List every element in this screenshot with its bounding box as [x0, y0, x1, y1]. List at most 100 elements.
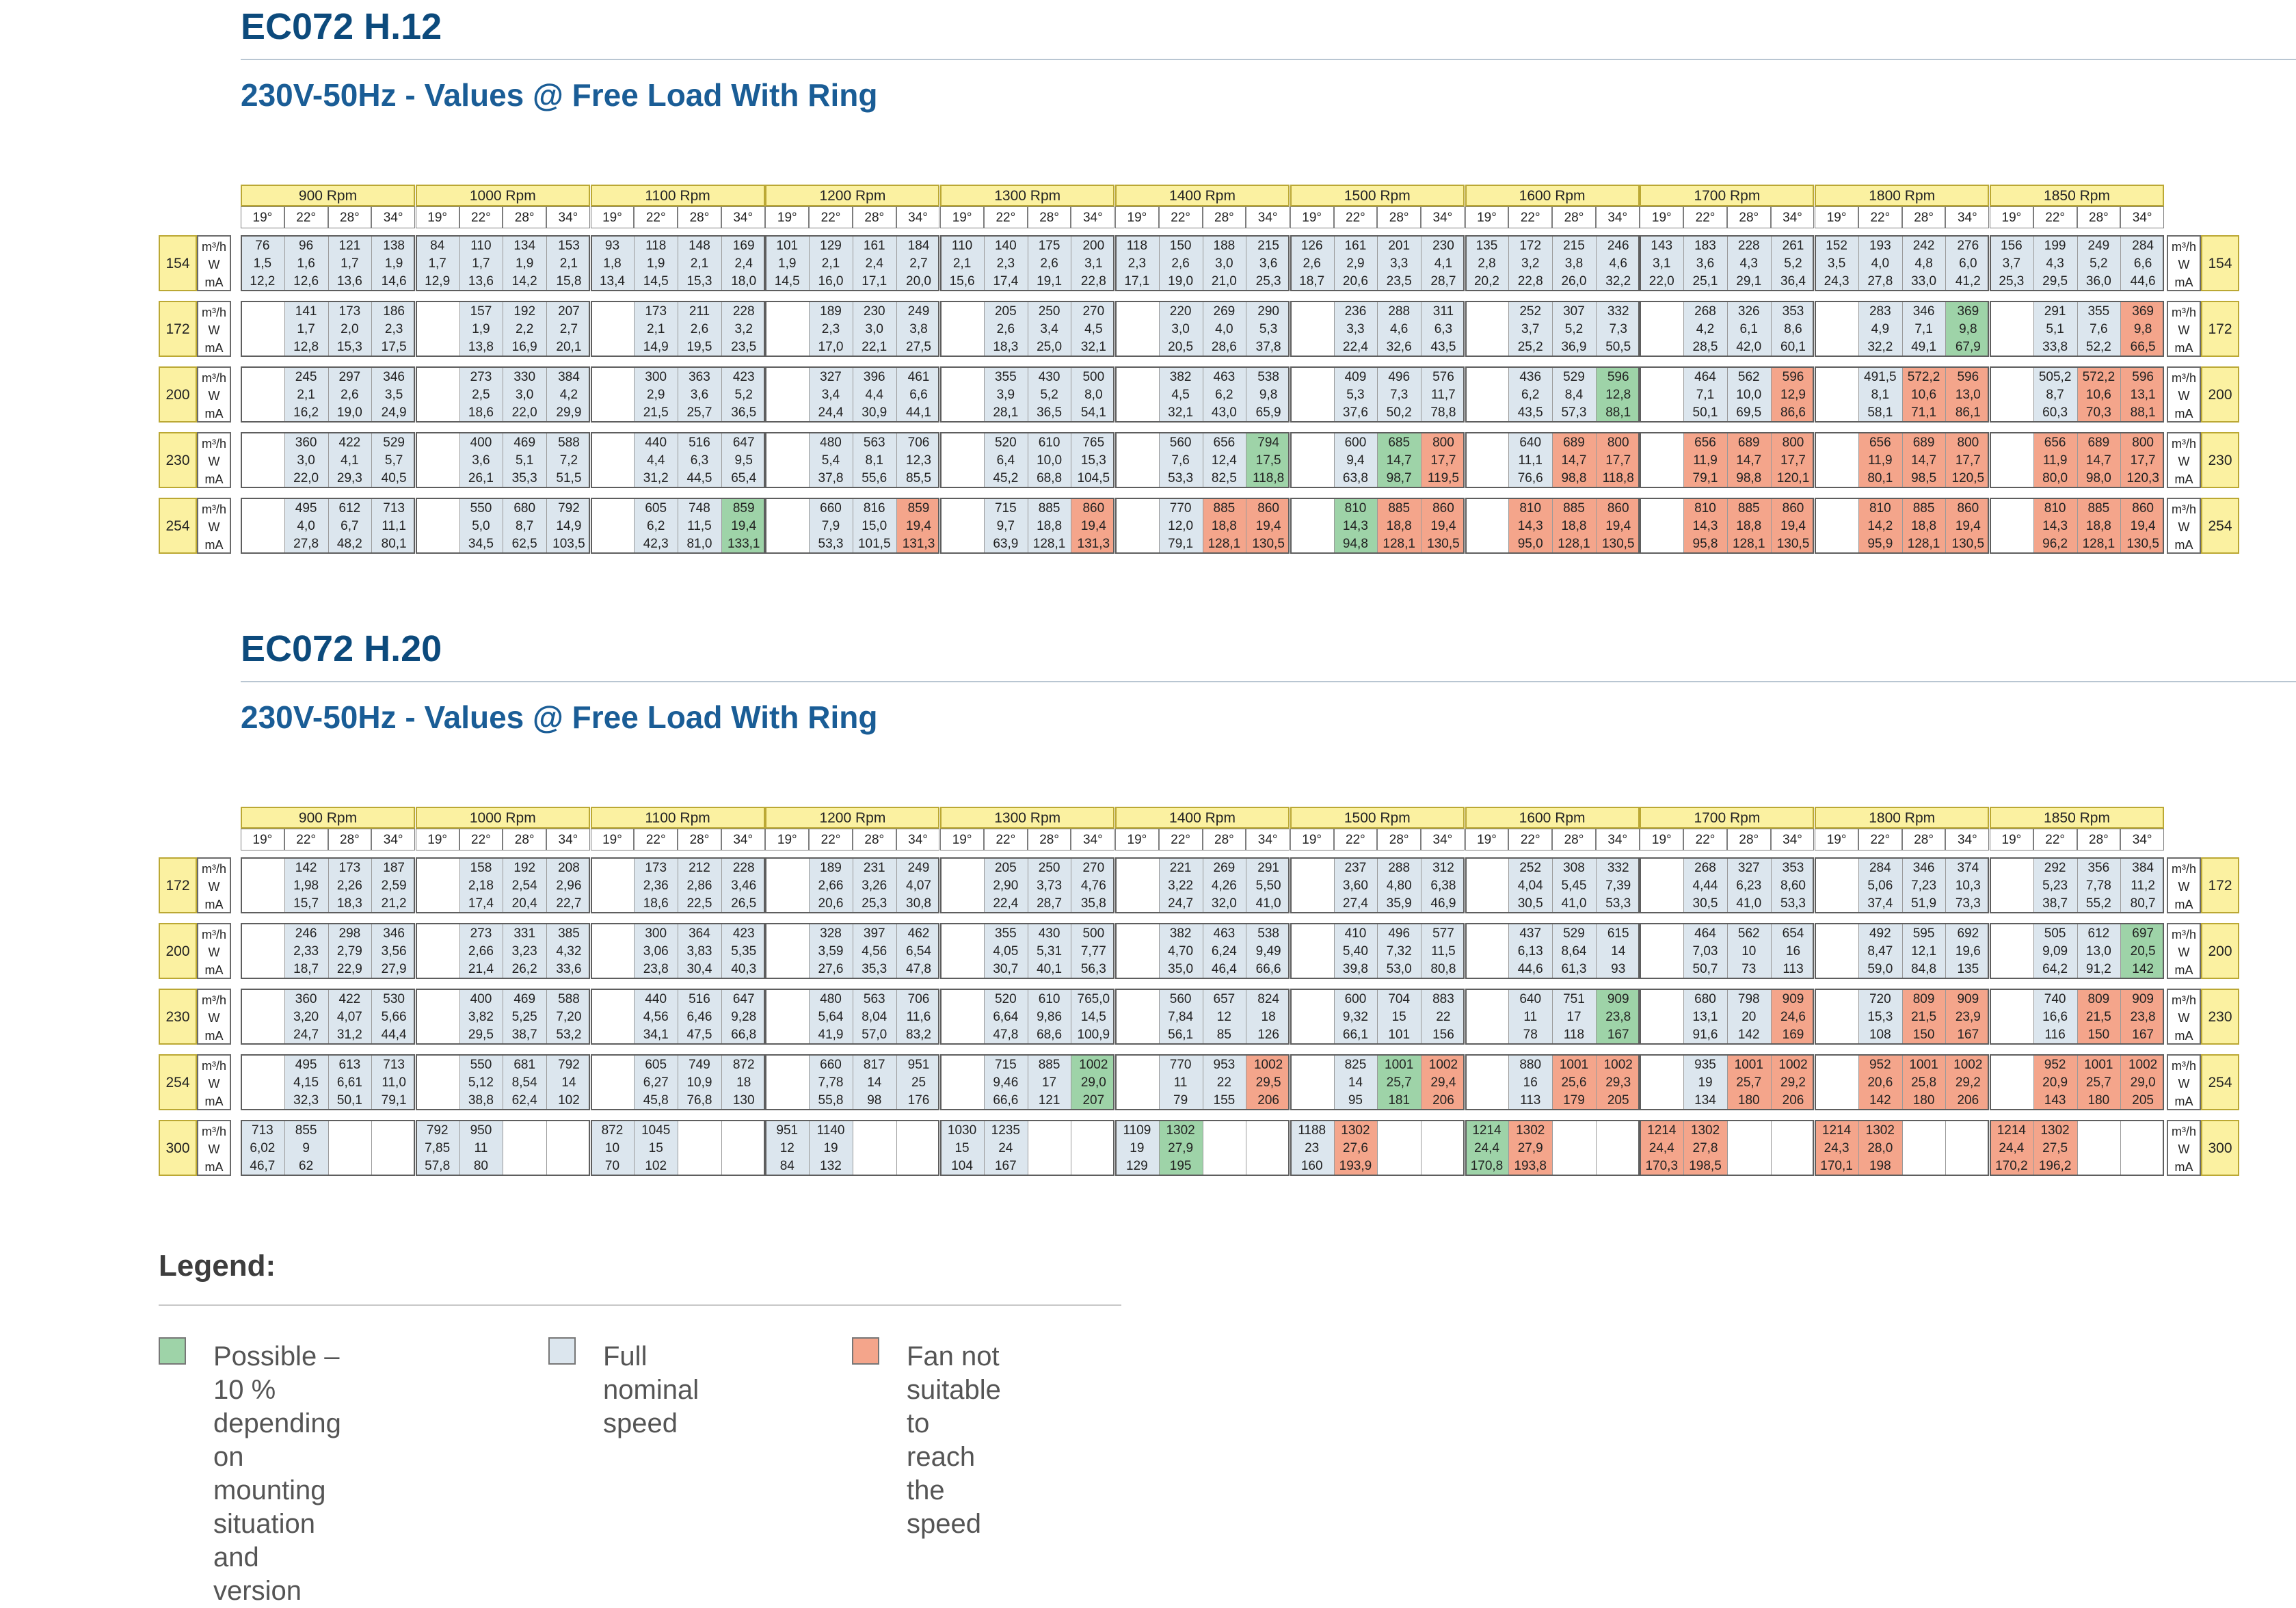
column-divider — [1158, 302, 1160, 356]
airflow-value: 268 — [1694, 861, 1716, 875]
data-cell: 572,2 10,6 70,3 — [2077, 368, 2121, 421]
empty-cell — [766, 990, 810, 1043]
data-group: 205 2,90 22,4 250 3,73 28,7 270 4,76 35,8 — [940, 857, 1115, 913]
current-value: 32,1 — [1168, 405, 1194, 420]
airflow-value: 615 — [1607, 926, 1629, 941]
column-divider — [1333, 1121, 1335, 1175]
column-divider — [1377, 302, 1378, 356]
blade-angle-header: 19° — [241, 829, 284, 850]
airflow-value: 595 — [1912, 926, 1935, 941]
current-value: 30,9 — [862, 405, 887, 420]
empty-cell — [591, 859, 635, 912]
airflow-value: 713 — [383, 501, 405, 515]
airflow-value: 909 — [1607, 992, 1629, 1006]
column-divider — [1552, 433, 1553, 487]
data-cell: 312 6,38 46,9 — [1421, 859, 1463, 912]
blade-angle-header: 19° — [940, 829, 984, 850]
current-value: 27,8 — [293, 537, 319, 551]
power-value: 6,27 — [643, 1075, 669, 1090]
airflow-value: 242 — [1912, 239, 1935, 253]
airflow-value: 1235 — [991, 1123, 1020, 1138]
data-cell: 885 17 121 — [1027, 1056, 1071, 1109]
blade-angle-header: 19° — [415, 206, 459, 228]
current-value: 85,5 — [906, 471, 931, 485]
power-value: 17 — [1566, 1010, 1581, 1024]
current-value: 142 — [1869, 1093, 1891, 1108]
current-value: 129 — [1126, 1159, 1148, 1173]
data-cell: 751 17 118 — [1552, 990, 1596, 1043]
rpm-header: 1500 Rpm — [1290, 807, 1465, 829]
column-divider — [1508, 302, 1510, 356]
airflow-value: 1214 — [1647, 1123, 1677, 1138]
current-value: 132 — [820, 1159, 842, 1173]
pressure-label: 254 — [159, 1054, 197, 1110]
column-divider — [2120, 237, 2122, 290]
data-cell: 689 14,7 98,8 — [1552, 433, 1596, 487]
data-cell: 270 4,76 35,8 — [1071, 859, 1114, 912]
power-value: 2,86 — [686, 879, 712, 893]
empty-cell — [1991, 433, 2033, 487]
airflow-value: 885 — [1737, 501, 1760, 515]
current-value: 130,5 — [1601, 537, 1635, 551]
unit-label: W — [2178, 1011, 2190, 1025]
power-value: 11,9 — [1693, 453, 1718, 468]
airflow-value: 199 — [2044, 239, 2066, 253]
empty-cell — [591, 924, 635, 978]
data-group: 410 5,40 39,8 496 7,32 53,0 577 11,5 80,8 — [1290, 923, 1465, 979]
data-cell: 740 16,6 116 — [2033, 990, 2077, 1043]
current-value: 22,7 — [556, 896, 582, 911]
data-cell: 855 9 62 — [284, 1121, 328, 1175]
data-cell: 363 3,6 25,7 — [678, 368, 721, 421]
power-value: 15,3 — [1080, 453, 1106, 468]
data-cell: 220 3,0 20,5 — [1158, 302, 1203, 356]
current-value: 198,5 — [1689, 1159, 1722, 1173]
current-value: 134 — [1694, 1093, 1716, 1108]
power-value: 3,82 — [468, 1010, 494, 1024]
data-cell: 384 4,2 29,9 — [546, 368, 589, 421]
power-value: 11,5 — [1431, 944, 1456, 959]
column-divider — [1683, 990, 1685, 1043]
empty-cell — [1770, 1121, 1813, 1175]
empty-cell — [1291, 990, 1334, 1043]
column-divider — [2120, 859, 2122, 912]
power-value: 5,2 — [734, 388, 753, 402]
power-value: 11,1 — [1518, 453, 1543, 468]
pressure-label: 300 — [159, 1120, 197, 1176]
power-value: 3,1 — [1653, 256, 1671, 271]
column-divider — [1377, 1056, 1378, 1109]
current-value: 96,2 — [2042, 537, 2068, 551]
airflow-value: 183 — [1694, 239, 1716, 253]
current-value: 79,1 — [1692, 471, 1718, 485]
unit-label: m³/h — [202, 1125, 226, 1138]
current-value: 13,8 — [468, 340, 494, 354]
column-divider — [1333, 302, 1335, 356]
data-cell: 242 4,8 33,0 — [1901, 237, 1946, 290]
column-divider — [809, 1056, 810, 1109]
power-value: 16,6 — [2042, 1010, 2068, 1024]
data-cell: 809 21,5 150 — [1901, 990, 1946, 1043]
power-value: 2,90 — [993, 879, 1019, 893]
data-cell: 261 5,2 36,4 — [1770, 237, 1813, 290]
data-cell: 562 10,0 69,5 — [1726, 368, 1771, 421]
data-cell: 169 2,4 18,0 — [721, 237, 764, 290]
column-divider — [809, 1121, 810, 1175]
data-cell: 1002 29,2 206 — [1770, 1056, 1813, 1109]
column-divider — [634, 924, 635, 978]
data-group: 720 15,3 108 809 21,5 150 909 23,9 167 — [1815, 989, 1990, 1045]
current-value: 43,5 — [1517, 405, 1543, 420]
unit-label: W — [208, 946, 220, 959]
legend-swatch-green — [159, 1337, 186, 1365]
airflow-value: 572,2 — [2082, 370, 2115, 384]
data-group: 605 6,2 42,3 748 11,5 81,0 859 19,4 133,1 — [590, 498, 765, 554]
data-cell: 516 6,46 47,5 — [678, 990, 721, 1043]
column-divider — [459, 499, 460, 552]
data-cell: 189 2,66 20,6 — [809, 859, 853, 912]
power-value: 19,4 — [1255, 519, 1281, 533]
current-value: 32,1 — [1080, 340, 1106, 354]
airflow-value: 353 — [1782, 304, 1804, 319]
power-value: 1,7 — [297, 322, 315, 336]
data-cell: 713 11,1 80,1 — [371, 499, 414, 552]
